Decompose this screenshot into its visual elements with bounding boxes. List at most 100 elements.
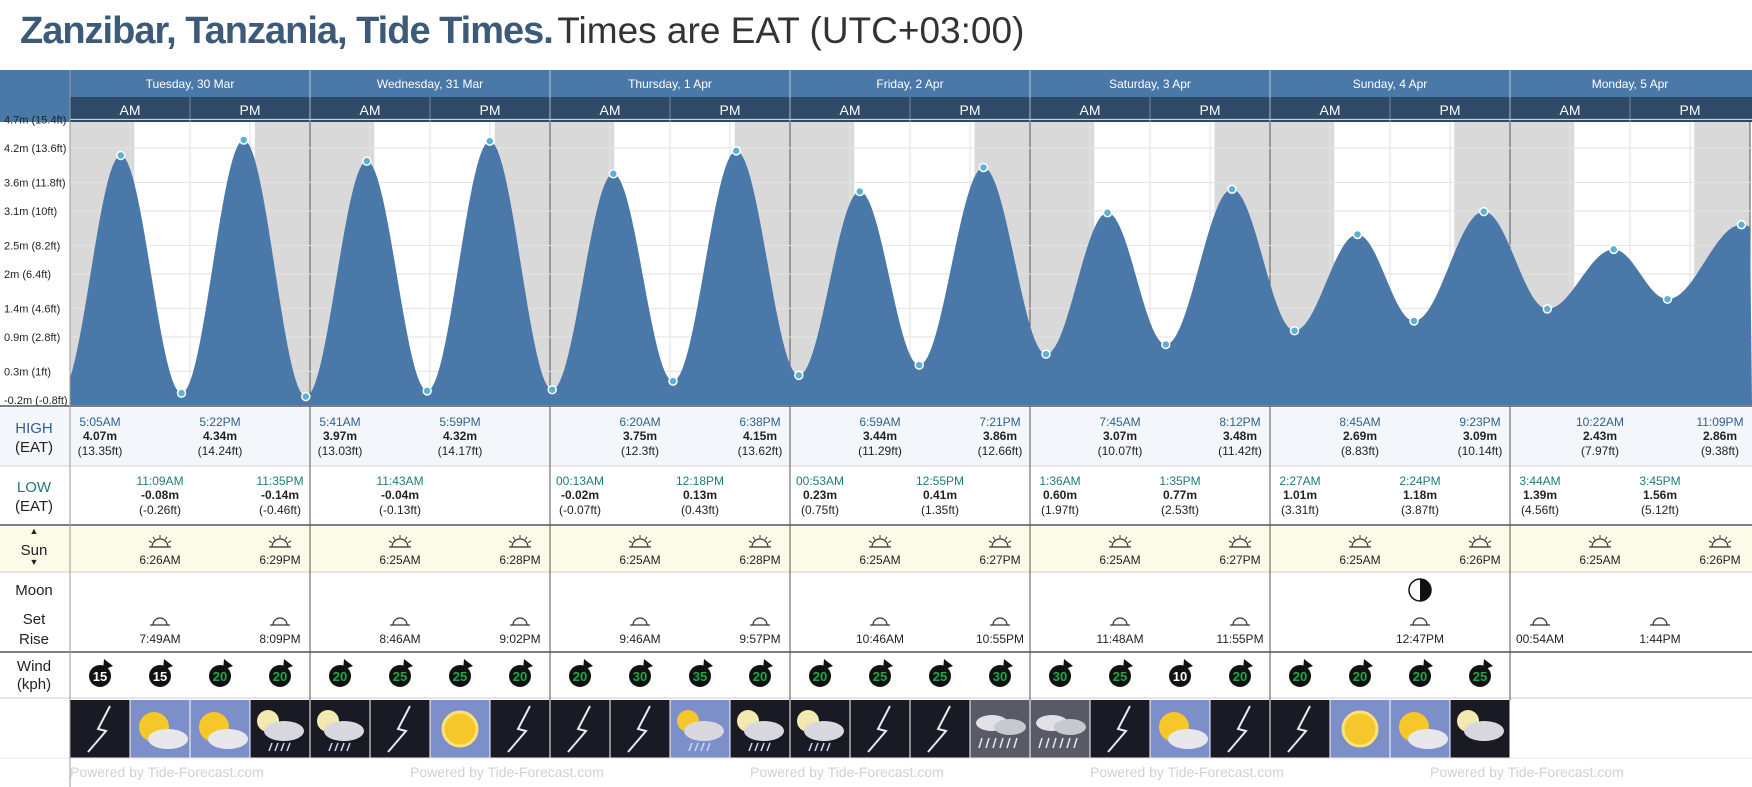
y-tick-label: 0.9m (2.8ft) — [4, 332, 60, 344]
day-header: Tuesday, 30 Mar AM PM Wednesday, 31 Mar AM PM… — [0, 70, 1752, 122]
low-height-m: 0.23m — [803, 488, 837, 502]
moon-label: Moon — [15, 582, 53, 599]
sun-time: 6:27PM — [979, 553, 1020, 567]
moon-arc — [992, 617, 1008, 626]
sun-time: 6:27PM — [1219, 553, 1260, 567]
y-tick-label: 1.4m (4.6ft) — [4, 303, 60, 315]
wind-disc — [449, 665, 471, 687]
cloud-shape — [994, 719, 1026, 735]
sun-ray — [1004, 536, 1008, 540]
moon-arc — [752, 617, 768, 626]
wind-label: Wind — [17, 658, 51, 675]
moon-arc — [1112, 617, 1128, 626]
sun-ray — [1364, 536, 1368, 540]
low-time: 1:35PM — [1159, 474, 1200, 488]
cloud-shape — [264, 721, 304, 741]
low-height-m: 0.13m — [683, 488, 717, 502]
high-height-ft: (7.97ft) — [1581, 444, 1619, 458]
sun-ray — [1228, 540, 1232, 543]
partly-cloudy-day-icon — [190, 700, 250, 758]
wind-pointer — [463, 659, 473, 670]
low-height-ft: (0.75ft) — [801, 503, 839, 517]
wind-arrow-icon — [1409, 659, 1433, 687]
tide-point — [1227, 184, 1237, 194]
moon-time: 9:46AM — [619, 632, 660, 646]
am-label: AM — [1560, 102, 1581, 118]
low-height-ft: (2.53ft) — [1161, 503, 1199, 517]
moon-arc — [632, 617, 648, 626]
rain-drop — [1059, 737, 1064, 749]
sun-ray — [524, 536, 528, 540]
wind-speed: 30 — [993, 669, 1007, 684]
rain-drop — [274, 742, 279, 752]
sun-time: 6:26PM — [1699, 553, 1740, 567]
high-height-m: 3.48m — [1223, 429, 1257, 443]
low-time: 3:45PM — [1639, 474, 1680, 488]
am-label: AM — [600, 102, 621, 118]
sun-ray — [512, 536, 516, 540]
high-height-m: 2.43m — [1583, 429, 1617, 443]
lightning-shape — [507, 705, 531, 753]
wind-arrow-icon — [569, 659, 593, 687]
rain-drop — [286, 742, 291, 752]
moon-time: 8:46AM — [379, 632, 420, 646]
cloudy-night-icon — [1450, 700, 1510, 758]
wind-arrow-icon — [869, 659, 893, 687]
sun-ray — [268, 540, 272, 543]
rain-night-icon — [790, 700, 850, 758]
day-label: Saturday, 3 Apr — [1109, 77, 1191, 91]
high-height-m: 3.97m — [323, 429, 357, 443]
wind-arrow-icon — [509, 659, 533, 687]
high-height-ft: (11.42ft) — [1218, 444, 1262, 458]
wind-pointer — [1003, 659, 1013, 670]
sun-ray — [152, 536, 156, 540]
rain-drop — [1045, 737, 1050, 749]
low-height-m: -0.02m — [561, 488, 599, 502]
sun-ray — [1244, 536, 1248, 540]
sun-arc — [871, 538, 889, 548]
sunrise-icon — [1588, 535, 1612, 548]
watermark-text: Powered by Tide-Forecast.com — [1430, 764, 1624, 780]
wind-disc — [989, 665, 1011, 687]
y-tick-label: 4.7m (15.4ft) — [4, 114, 66, 126]
wind-speed: 20 — [213, 669, 227, 684]
sun-time: 6:25AM — [1579, 553, 1620, 567]
sun-ray — [644, 536, 648, 540]
tide-point — [1289, 325, 1300, 336]
rain-drop — [826, 742, 831, 752]
low-height-m: 1.39m — [1523, 488, 1557, 502]
sun-ray — [1128, 540, 1132, 543]
sun-ray — [1592, 536, 1596, 540]
am-label: AM — [840, 102, 861, 118]
wind-arrow-icon — [209, 659, 233, 687]
wind-arrow-icon — [149, 659, 173, 687]
moon-arc — [392, 617, 408, 626]
high-time: 6:20AM — [619, 415, 660, 429]
wind-arrow-icon — [1289, 659, 1313, 687]
wind-arrow-icon — [89, 659, 113, 687]
page-title: Zanzibar, Tanzania, Tide Times. Times ar… — [20, 10, 1024, 62]
moon-time: 10:46AM — [856, 632, 904, 646]
high-height-ft: (8.83ft) — [1341, 444, 1379, 458]
high-height-ft: (10.14ft) — [1458, 444, 1503, 458]
tide-point — [362, 156, 372, 166]
sun-ray — [1368, 540, 1372, 543]
moonrise-icon — [270, 617, 290, 626]
sun-ray — [1588, 540, 1592, 543]
pm-label: PM — [1680, 102, 1701, 118]
high-time: 9:23PM — [1459, 415, 1500, 429]
tide-point — [1041, 349, 1051, 359]
low-height-ft: (0.43ft) — [681, 503, 719, 517]
high-time: 6:59AM — [859, 415, 900, 429]
footer: Powered by Tide-Forecast.com Powered by T… — [0, 757, 1752, 780]
day-header-bar — [0, 70, 1752, 97]
sun-label: Sun — [21, 542, 48, 559]
sun-band — [0, 526, 1752, 572]
rain-drop — [754, 742, 759, 752]
high-height-m: 4.07m — [83, 429, 117, 443]
y-tick-label: 0.3m (1ft) — [4, 366, 51, 378]
high-time: 7:45AM — [1099, 415, 1140, 429]
rain-drop — [1013, 737, 1018, 749]
wind-pointer — [763, 659, 773, 670]
rain-drop — [985, 737, 990, 749]
